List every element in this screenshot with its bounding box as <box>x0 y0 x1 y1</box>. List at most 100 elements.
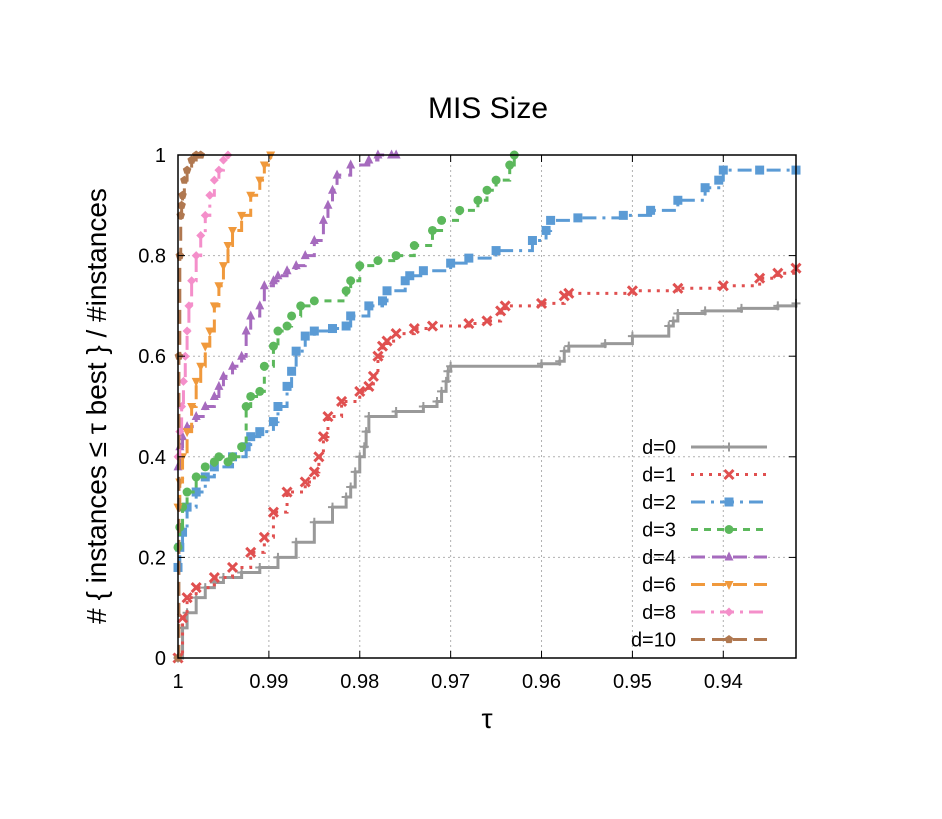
legend-label-d0: d=0 <box>642 437 676 459</box>
data-point-d0 <box>537 359 547 369</box>
data-point-d2 <box>328 324 337 334</box>
data-point-d6 <box>246 191 256 201</box>
legend-label-d2: d=2 <box>642 492 676 514</box>
series-layer <box>172 149 802 664</box>
data-point-d0 <box>328 502 337 512</box>
data-point-d6 <box>191 377 201 387</box>
data-point-d2 <box>364 301 374 311</box>
plot-frame <box>177 154 797 659</box>
data-point-d2 <box>241 442 251 452</box>
data-point-d4 <box>291 260 301 270</box>
data-point-d6 <box>237 211 247 221</box>
legend-marker-d0 <box>724 442 734 452</box>
y-tick-label: 1 <box>155 145 166 167</box>
data-point-d1 <box>354 385 366 397</box>
data-point-d6 <box>214 282 224 292</box>
data-point-d4 <box>273 270 283 280</box>
data-point-d1 <box>499 300 511 312</box>
data-point-d1 <box>281 486 293 498</box>
data-point-d4 <box>391 149 401 159</box>
data-point-d4 <box>364 154 374 164</box>
legend-marker-d4 <box>724 551 734 561</box>
data-point-d6 <box>196 362 206 372</box>
data-point-d4 <box>300 250 310 260</box>
y-axis-label: # { instances ≤ τ best } / #instances <box>81 188 112 624</box>
x-tick-label: 0.94 <box>704 671 743 693</box>
data-point-d3 <box>191 472 201 482</box>
data-point-d6 <box>209 302 219 312</box>
data-point-d4 <box>218 370 228 380</box>
data-point-d0 <box>273 552 283 562</box>
data-point-d1 <box>299 476 311 488</box>
y-tick-label: 0.8 <box>138 246 166 268</box>
x-tick-label: 0.95 <box>613 671 652 693</box>
data-point-d8 <box>187 276 197 286</box>
legend-marker-d3 <box>724 525 734 534</box>
data-point-d3 <box>246 391 256 401</box>
series-line-d2 <box>178 168 796 569</box>
data-point-d4 <box>255 300 265 310</box>
data-point-d4 <box>318 214 328 224</box>
data-point-d2 <box>400 276 410 286</box>
data-point-d0 <box>391 407 401 417</box>
data-point-d6 <box>228 226 238 236</box>
legend-marker-d8 <box>724 607 734 617</box>
legend-label-d6: d=6 <box>642 575 676 597</box>
series-line-d3 <box>178 155 516 549</box>
x-tick-label: 0.96 <box>522 671 561 693</box>
data-point-d0 <box>291 537 301 547</box>
data-point-d3 <box>268 341 278 351</box>
data-point-d8 <box>200 210 210 220</box>
data-point-d1 <box>336 395 348 408</box>
data-point-d3 <box>182 487 192 497</box>
data-point-d2 <box>700 183 710 193</box>
data-point-d8 <box>196 230 206 240</box>
data-point-d3 <box>200 462 210 472</box>
data-point-d3 <box>455 205 465 215</box>
data-point-d0 <box>364 412 374 422</box>
data-point-d8 <box>205 190 215 200</box>
data-point-d4 <box>259 280 269 290</box>
data-point-d1 <box>208 571 220 584</box>
data-point-d0 <box>773 301 783 311</box>
data-point-d6 <box>187 403 197 412</box>
data-point-d3 <box>427 225 437 235</box>
data-point-d1 <box>754 272 766 284</box>
data-point-d3 <box>505 160 515 170</box>
data-point-d3 <box>296 301 306 311</box>
data-point-d2 <box>341 321 351 331</box>
data-point-d1 <box>367 370 379 382</box>
data-point-d2 <box>377 296 387 306</box>
data-point-d2 <box>268 417 278 427</box>
series-line-d4 <box>178 153 397 469</box>
x-axis-label: τ <box>481 703 492 734</box>
data-point-d3 <box>391 251 401 261</box>
data-point-d3 <box>437 215 447 225</box>
data-point-d4 <box>200 401 210 410</box>
data-point-d1 <box>772 267 784 279</box>
data-point-d3 <box>287 311 297 321</box>
data-point-d2 <box>618 210 628 220</box>
data-point-d0 <box>355 452 365 462</box>
data-point-d0 <box>736 303 746 313</box>
data-point-d0 <box>309 517 319 527</box>
data-point-d10 <box>178 190 187 199</box>
data-point-d1 <box>390 328 402 340</box>
series-line-d0 <box>178 303 798 660</box>
legend-marker-d1 <box>723 468 735 481</box>
data-point-d6 <box>182 428 192 438</box>
data-point-d2 <box>182 502 192 512</box>
data-point-d2 <box>346 311 356 321</box>
legend-label-d3: d=3 <box>642 520 676 542</box>
data-point-d0 <box>555 356 565 366</box>
data-point-d0 <box>255 562 265 572</box>
data-point-d4 <box>209 390 219 400</box>
data-point-d0 <box>559 346 569 356</box>
y-tick-label: 0.4 <box>138 447 166 469</box>
y-tick-label: 0.2 <box>138 547 166 569</box>
data-point-d4 <box>246 310 256 320</box>
data-point-d2 <box>646 205 656 215</box>
data-point-d10 <box>182 165 192 174</box>
data-point-d2 <box>287 366 297 376</box>
